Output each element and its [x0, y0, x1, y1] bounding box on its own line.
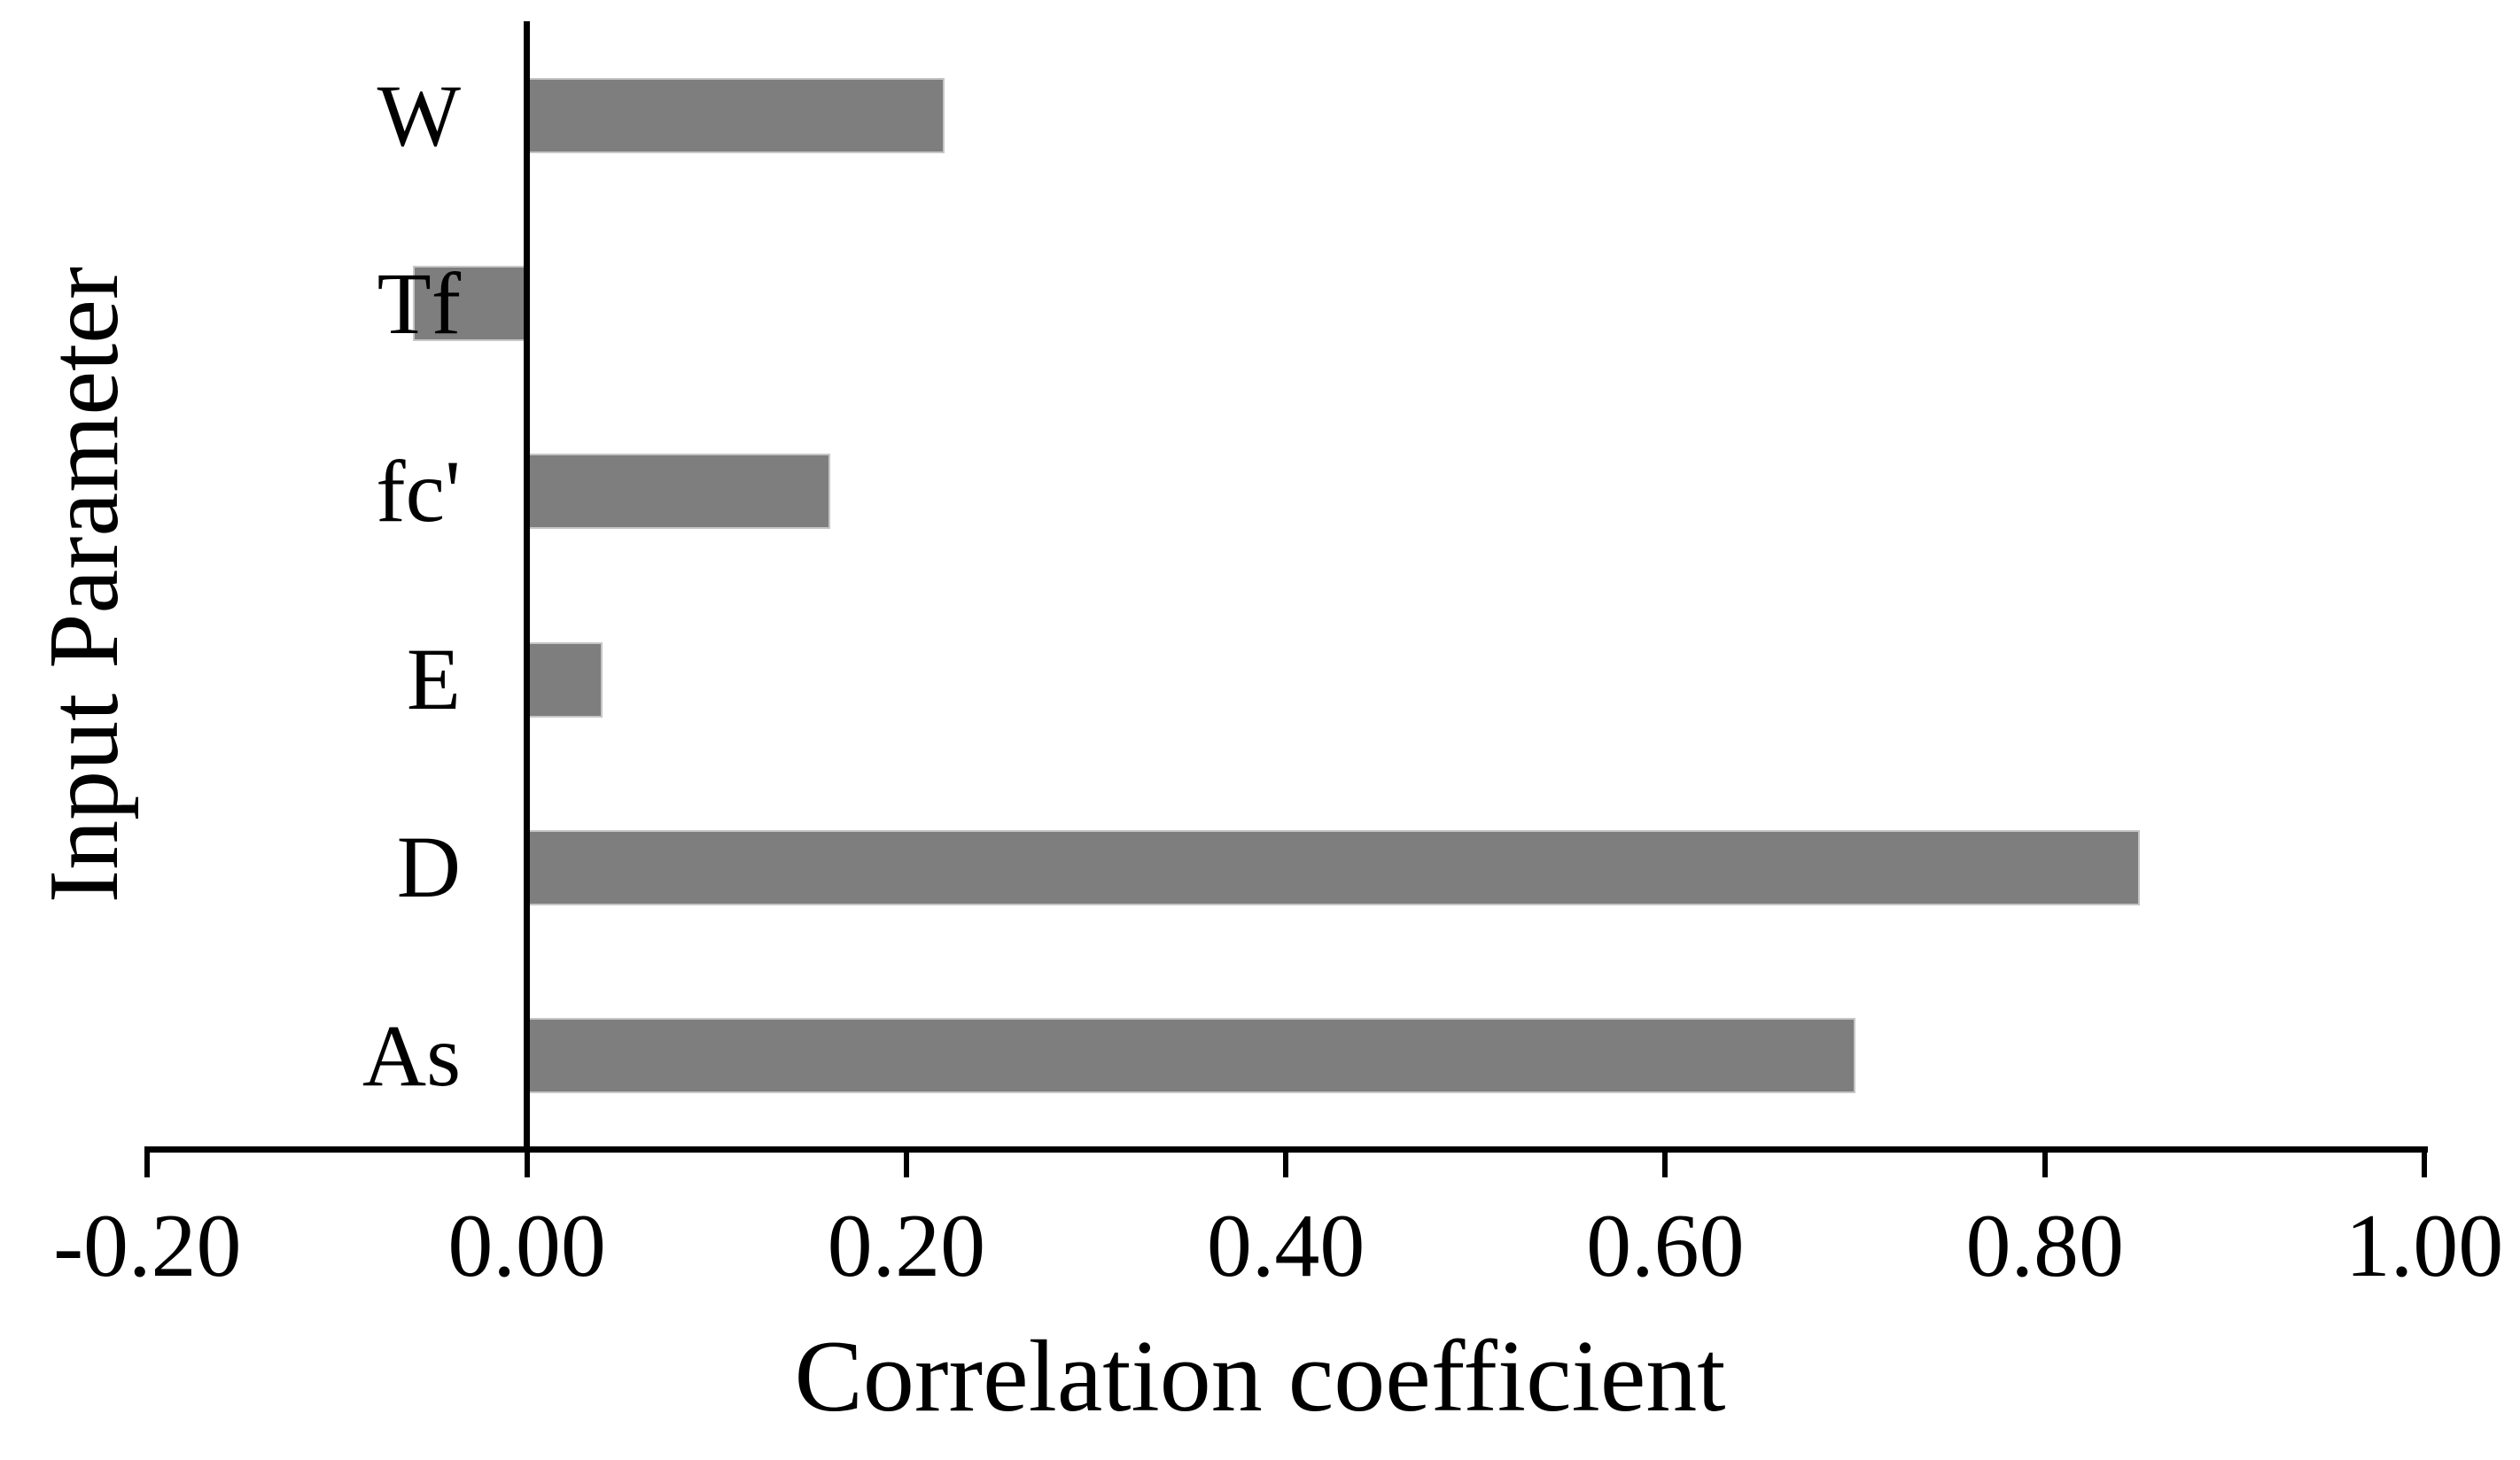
category-label-As: As	[362, 1006, 461, 1105]
x-axis-title: Correlation coefficient	[794, 1320, 1726, 1433]
y-axis-title: Input Parameter	[29, 266, 139, 904]
x-axis-tick-0.00	[524, 1153, 530, 1177]
x-axis-tick-label-0.00: 0.00	[447, 1196, 606, 1296]
x-axis-line	[144, 1146, 2428, 1153]
x-axis-tick--0.20	[144, 1153, 151, 1177]
x-axis-tick-label-0.60: 0.60	[1586, 1196, 1745, 1296]
bar-As	[526, 1018, 1855, 1093]
x-axis-tick-0.80	[2042, 1153, 2048, 1177]
zero-baseline	[524, 21, 530, 1146]
bar-W	[526, 78, 945, 153]
category-label-D: D	[396, 818, 461, 917]
category-label-fc': fc'	[376, 441, 461, 540]
x-axis-tick-0.40	[1283, 1153, 1289, 1177]
x-axis-tick-0.60	[1662, 1153, 1668, 1177]
bar-fc'	[526, 454, 831, 530]
x-axis-tick-1.00	[2421, 1153, 2427, 1177]
x-axis-tick-label-0.80: 0.80	[1965, 1196, 2124, 1296]
bar-Tf	[413, 266, 527, 342]
category-label-W: W	[377, 66, 461, 165]
x-axis-tick-label--0.20: -0.20	[53, 1196, 242, 1296]
x-axis-tick-label-1.00: 1.00	[2345, 1196, 2504, 1296]
category-label-E: E	[406, 630, 461, 729]
x-axis-tick-label-0.20: 0.20	[827, 1196, 986, 1296]
bar-E	[526, 641, 603, 718]
x-axis-tick-0.20	[903, 1153, 909, 1177]
x-axis-tick-label-0.40: 0.40	[1206, 1196, 1365, 1296]
bar-D	[526, 829, 2140, 905]
category-label-Tf: Tf	[377, 253, 461, 353]
